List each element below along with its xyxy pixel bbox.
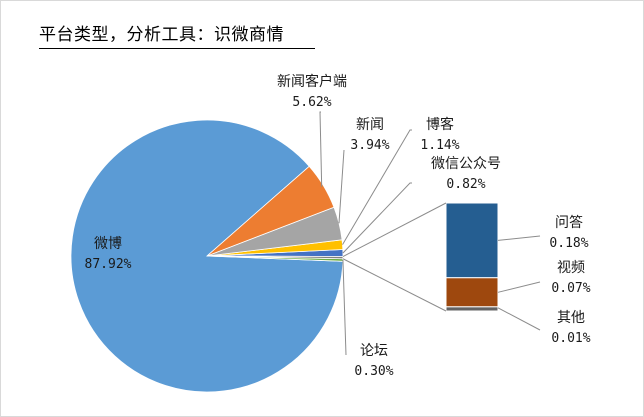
data-label-news: 新闻 3.94% <box>350 117 389 153</box>
label-value-video: 0.07% <box>551 281 590 296</box>
data-label-forum: 论坛 0.30% <box>354 343 393 379</box>
label-value-other: 0.01% <box>551 331 590 346</box>
data-label-wechat: 微信公众号 0.82% <box>431 156 501 192</box>
label-value-news-client: 5.62% <box>292 95 331 110</box>
leader-line-blog <box>342 129 412 245</box>
label-value-forum: 0.30% <box>354 364 393 379</box>
title-underline <box>39 48 315 49</box>
label-value-qa: 0.18% <box>549 236 588 251</box>
label-name-blog: 博客 <box>426 116 454 133</box>
label-value-news: 3.94% <box>350 138 389 153</box>
label-name-wechat: 微信公众号 <box>431 156 501 172</box>
connector-line-top <box>342 202 447 257</box>
chart-title: 平台类型，分析工具：识微商情 <box>39 25 284 45</box>
leader-line-qa <box>497 235 541 241</box>
label-value-blog: 1.14% <box>420 138 459 153</box>
data-label-weibo: 微博 87.92% <box>85 235 132 272</box>
label-value-wechat: 0.82% <box>446 177 485 192</box>
leader-line-news <box>338 149 345 224</box>
label-name-video: 视频 <box>557 260 585 276</box>
data-label-other: 其他 0.01% <box>551 310 590 346</box>
leader-line-video <box>497 281 541 293</box>
label-name-qa: 问答 <box>555 214 583 231</box>
leader-line-wechat <box>342 182 412 254</box>
bar-segment-other <box>445 306 499 312</box>
label-name-other: 其他 <box>557 310 585 326</box>
bar-segment-video <box>445 277 499 308</box>
connector-line-bottom <box>342 258 447 312</box>
pie-slice-news-client <box>206 165 335 257</box>
data-label-video: 视频 0.07% <box>551 260 590 296</box>
label-name-forum: 论坛 <box>360 343 388 359</box>
data-label-qa: 问答 0.18% <box>549 214 588 251</box>
pie-slice-aggregate <box>206 255 344 260</box>
leader-line-news-client <box>319 111 323 187</box>
label-value-weibo: 87.92% <box>85 257 132 272</box>
data-label-news-client: 新闻客户端 5.62% <box>277 73 347 110</box>
bar-segment-qa <box>445 202 499 279</box>
label-name-weibo: 微博 <box>94 235 122 252</box>
label-name-news: 新闻 <box>356 117 384 133</box>
data-label-blog: 博客 1.14% <box>420 116 459 153</box>
leader-line-forum <box>342 260 347 356</box>
leader-line-other <box>497 307 541 331</box>
label-name-news-client: 新闻客户端 <box>277 73 347 90</box>
